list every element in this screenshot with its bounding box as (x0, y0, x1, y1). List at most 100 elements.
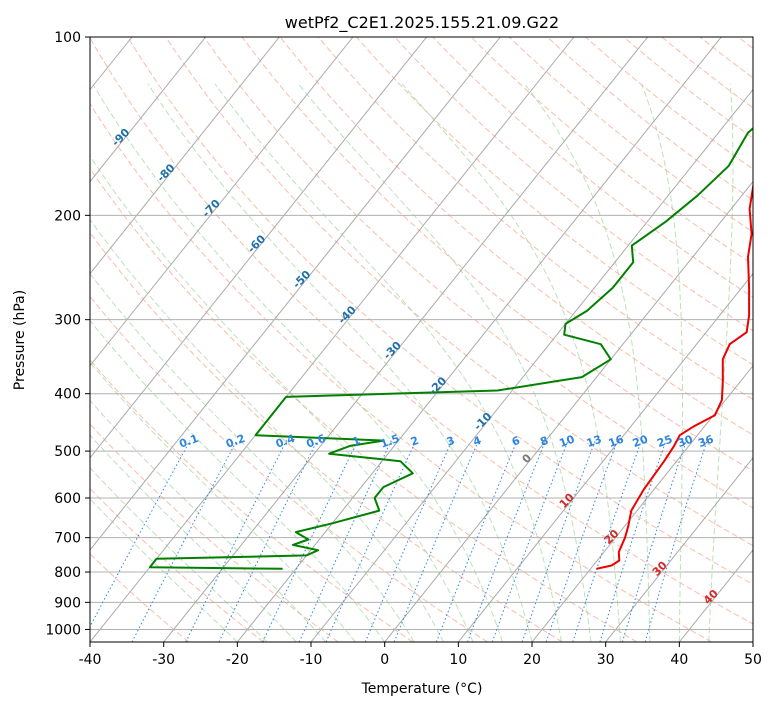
x-tick-label: -20 (226, 652, 249, 668)
y-tick-label: 800 (54, 565, 81, 581)
dewpoint-profile (148, 127, 753, 570)
isotherm-line (605, 457, 753, 642)
y-tick-label: 400 (54, 387, 81, 403)
chart-title: wetPf2_C2E1.2025.155.21.09.G22 (285, 13, 559, 33)
mixing-ratio-line (218, 440, 318, 642)
mixing-ratio-line (298, 440, 392, 642)
moist-adiabat-line (90, 399, 327, 642)
isotherm-line (90, 37, 207, 183)
mixing-ratio-label: 1.5 (379, 432, 402, 451)
moist-adiabat-line (90, 467, 268, 642)
mixing-ratio-line (393, 440, 479, 642)
moist-adiabat-line (401, 83, 621, 642)
y-tick-label: 700 (54, 531, 81, 547)
isotherm-line (384, 180, 753, 642)
isotherm-line (90, 37, 501, 551)
dry-adiabat-line (318, 37, 753, 401)
dry-adiabat-line (90, 295, 488, 642)
y-tick-label: 900 (54, 595, 81, 611)
x-tick-label: -30 (152, 652, 175, 668)
mixing-ratio-label: 16 (607, 432, 626, 450)
x-tick-label: 30 (597, 652, 615, 668)
isotherm-line (531, 364, 753, 642)
mixing-ratio-label: 30 (676, 432, 695, 450)
mixing-ratio-label: 3 (445, 434, 457, 449)
isotherm-line (163, 37, 649, 642)
x-tick-label: -40 (79, 652, 102, 668)
mixing-ratio-label: 0.1 (177, 432, 200, 451)
dry-adiabat-line (203, 37, 753, 509)
moist-adiabat-line (641, 83, 683, 642)
isotherm-line (310, 88, 753, 642)
mixing-ratio-line (644, 440, 708, 642)
y-tick-label: 600 (54, 491, 81, 507)
y-tick-label: 1000 (45, 622, 81, 638)
moist-adiabat-line (90, 272, 415, 642)
mixing-ratio-label: 36 (696, 432, 715, 450)
moist-adiabat-line (298, 83, 592, 642)
mixing-ratio-label: 8 (538, 434, 550, 449)
mixing-ratio-label: 2 (409, 434, 421, 449)
dry-adiabat-line (90, 167, 638, 642)
isotherm-line (90, 37, 354, 367)
mixing-ratio-label: 4 (471, 434, 483, 449)
mixing-ratio-line (325, 440, 417, 642)
dry-adiabat-line (90, 37, 753, 625)
dry-adiabat-line (90, 487, 264, 642)
moist-adiabat-line (524, 83, 651, 642)
x-tick-label: 20 (523, 652, 541, 668)
temperature-profile (596, 181, 753, 570)
mixing-ratio-line (364, 440, 453, 642)
data-lines (148, 127, 753, 570)
mixing-ratio-label: 10 (557, 432, 576, 450)
dry-adiabat-line (547, 37, 753, 201)
mixing-ratio-label: 20 (631, 432, 650, 450)
dry-adiabat-line (165, 37, 753, 547)
isotherm-line (236, 37, 722, 642)
dry-adiabat-line (90, 423, 339, 642)
mixing-ratio-label: 0.4 (274, 432, 297, 451)
mixing-ratio-line (262, 440, 359, 642)
mixing-ratio-line (435, 440, 518, 642)
dry-adiabat-line (127, 37, 753, 585)
y-tick-label: 100 (54, 30, 81, 46)
background-lines (90, 37, 753, 642)
x-tick-label: -10 (300, 652, 323, 668)
moist-adiabat-line (90, 361, 356, 642)
y-tick-label: 300 (54, 313, 81, 329)
dry-adiabat-line (508, 37, 753, 233)
moist-adiabat-line (92, 83, 503, 642)
moist-adiabat-line (214, 83, 562, 642)
moist-adiabat-line (90, 434, 297, 642)
mixing-ratio-label: 1 (351, 434, 363, 449)
moist-adiabat-line (90, 155, 474, 642)
y-tick-label: 500 (54, 444, 81, 460)
plot-frame (89, 36, 754, 643)
moist-adiabat-line (90, 498, 238, 642)
mixing-ratio-label: 0.2 (224, 432, 247, 451)
mixing-ratio-label: 6 (510, 434, 522, 449)
isotherm-line (90, 37, 280, 275)
dry-adiabat-line (279, 37, 753, 436)
mixing-ratio-label: 0.6 (305, 432, 328, 451)
x-axis: -40 -30 -20 -10 0 10 20 30 40 50 (79, 642, 762, 668)
y-axis: 100 200 300 400 500 600 700 800 900 1000 (45, 30, 90, 638)
x-tick-label: 0 (380, 652, 389, 668)
mixing-ratio-line (621, 440, 687, 642)
isotherm-line (457, 272, 753, 642)
moist-adiabat-line (147, 83, 533, 642)
mixing-ratio-label: 13 (585, 433, 604, 450)
isotherm-line (90, 37, 428, 459)
moist-adiabat-line (90, 319, 386, 642)
dry-adiabat-line (394, 37, 753, 332)
dry-adiabat-line (432, 37, 753, 298)
x-tick-label: 10 (449, 652, 467, 668)
y-tick-label: 200 (54, 208, 81, 224)
moist-adiabat-line (90, 218, 445, 642)
dry-adiabat-line (90, 102, 712, 642)
x-tick-label: 40 (670, 652, 688, 668)
dry-adiabat-line (470, 37, 753, 265)
x-tick-label: 50 (744, 652, 762, 668)
mixing-ratio-line (131, 440, 238, 642)
